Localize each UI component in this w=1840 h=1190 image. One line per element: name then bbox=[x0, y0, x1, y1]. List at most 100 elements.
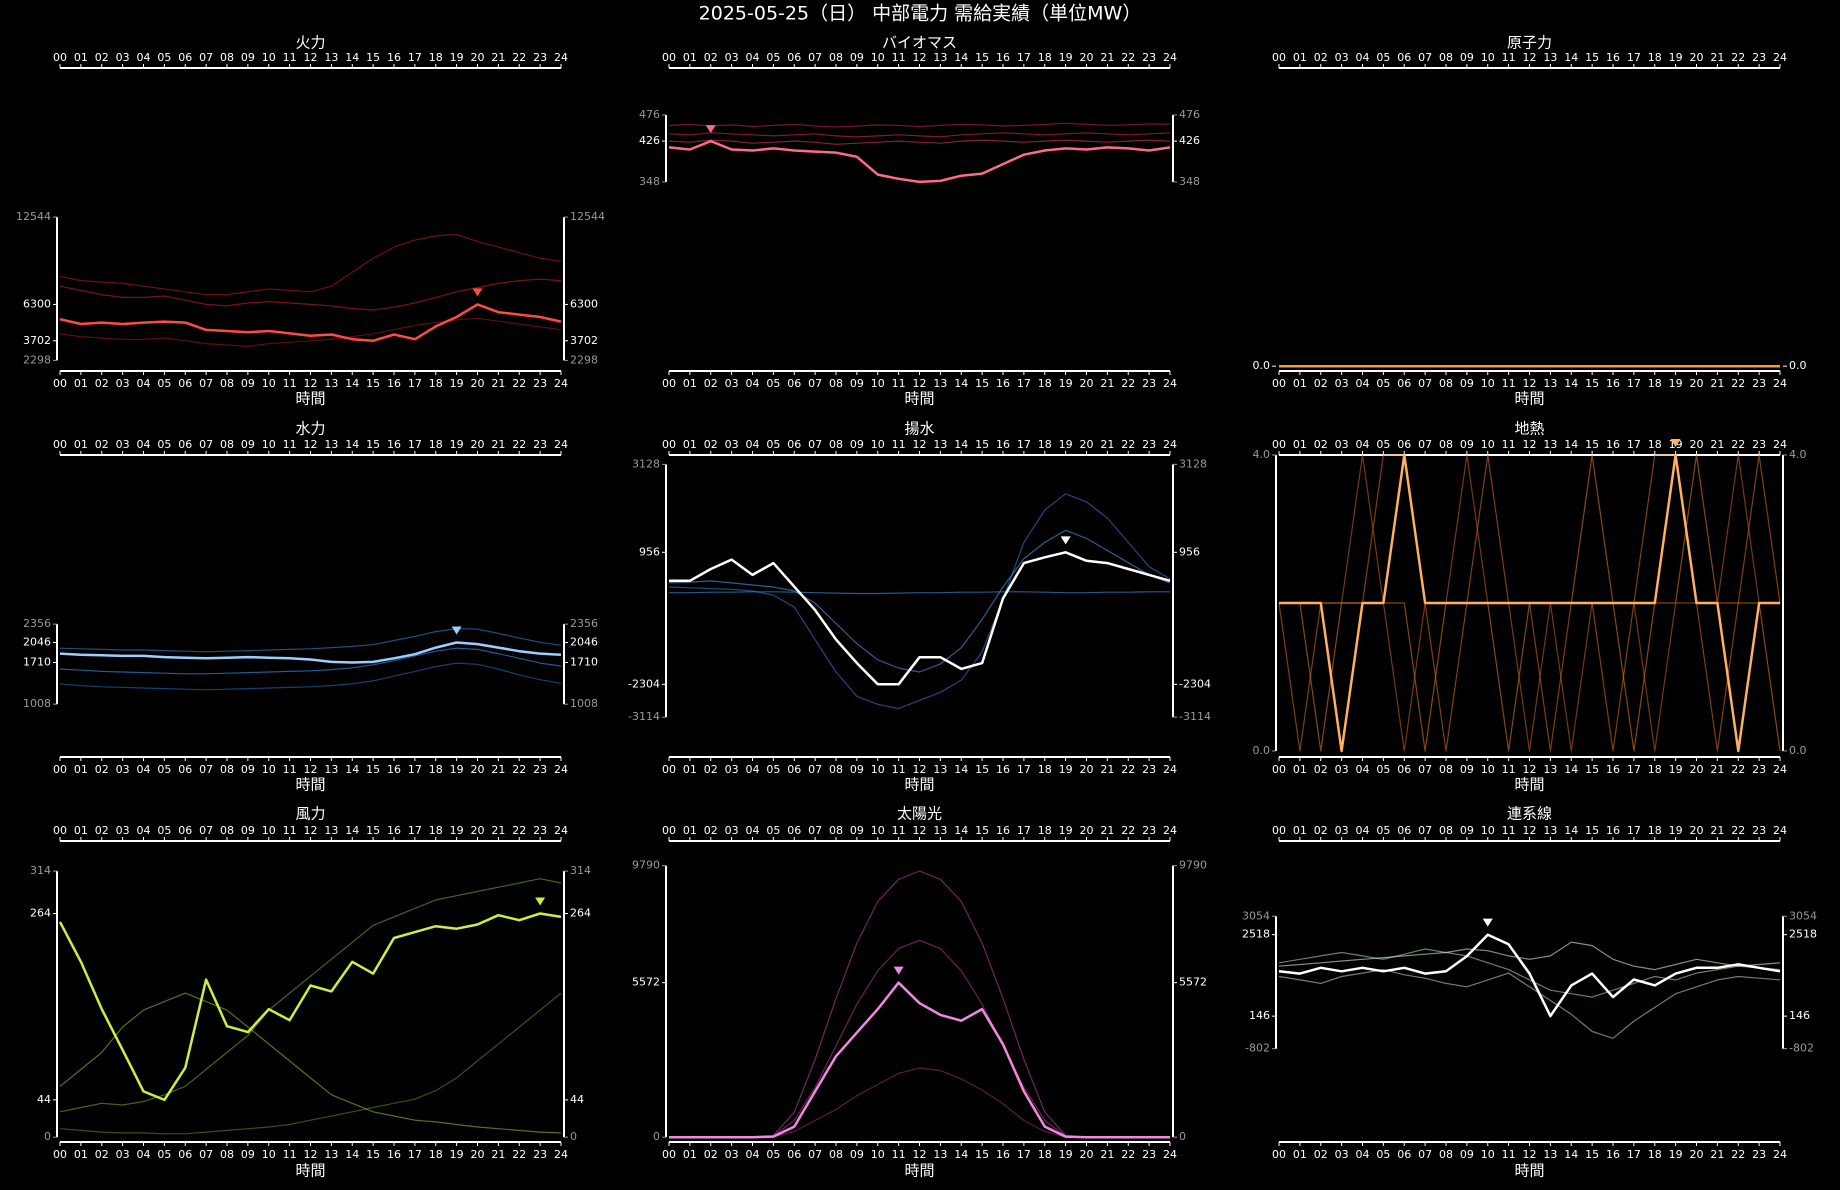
x-tick-label: 08 bbox=[829, 1148, 843, 1161]
x-tick-label: 22 bbox=[1121, 377, 1135, 390]
x-tick-label: 24 bbox=[1163, 51, 1177, 64]
peak-marker bbox=[472, 288, 483, 297]
x-tick-label: 18 bbox=[1648, 377, 1662, 390]
y-tick-label: -3114 bbox=[628, 710, 660, 723]
x-tick-label: 02 bbox=[95, 438, 109, 451]
x-tick-label: 01 bbox=[683, 1148, 697, 1161]
x-tick-label: 11 bbox=[1502, 1148, 1516, 1161]
x-tick-label: 10 bbox=[871, 1148, 885, 1161]
x-tick-label: 15 bbox=[975, 51, 989, 64]
y-tick-label: 0.0 bbox=[1789, 359, 1807, 372]
x-tick-label: 21 bbox=[1710, 438, 1724, 451]
x-tick-label: 10 bbox=[1481, 1148, 1495, 1161]
x-tick-label: 19 bbox=[450, 377, 464, 390]
x-tick-label: 09 bbox=[850, 377, 864, 390]
series-line bbox=[59, 647, 562, 675]
x-tick-label: 00 bbox=[1272, 824, 1286, 837]
x-tick-label: 14 bbox=[954, 763, 968, 776]
x-tick-label: 07 bbox=[1418, 377, 1432, 390]
x-tick-label: 09 bbox=[1460, 763, 1474, 776]
x-tick-label: 00 bbox=[1272, 763, 1286, 776]
x-tick-label: 12 bbox=[913, 438, 927, 451]
x-tick-label: 11 bbox=[283, 438, 297, 451]
x-tick-label: 20 bbox=[1690, 824, 1704, 837]
y-tick-label: 3128 bbox=[632, 457, 660, 470]
x-tick-label: 14 bbox=[954, 1148, 968, 1161]
x-tick-label: 02 bbox=[704, 51, 718, 64]
x-tick-label: 04 bbox=[746, 377, 760, 390]
x-tick-label: 15 bbox=[366, 1148, 380, 1161]
x-tick-label: 09 bbox=[850, 51, 864, 64]
x-tick-label: 13 bbox=[933, 377, 947, 390]
x-tick-label: 05 bbox=[766, 824, 780, 837]
x-tick-label: 15 bbox=[975, 763, 989, 776]
x-tick-label: 16 bbox=[1606, 1148, 1620, 1161]
x-tick-label: 08 bbox=[829, 824, 843, 837]
y-tick-label: 4.0 bbox=[1253, 448, 1271, 461]
x-tick-label: 10 bbox=[1481, 763, 1495, 776]
y-tick-label: 3702 bbox=[570, 334, 598, 347]
y-tick-label: 0.0 bbox=[1253, 359, 1271, 372]
highlight-line bbox=[669, 551, 1171, 686]
x-tick-label: 21 bbox=[1100, 1148, 1114, 1161]
x-tick-label: 24 bbox=[1163, 763, 1177, 776]
x-tick-label: 11 bbox=[283, 1148, 297, 1161]
x-tick-label: 09 bbox=[850, 1148, 864, 1161]
x-tick-label: 05 bbox=[157, 377, 171, 390]
x-tick-label: 11 bbox=[1502, 51, 1516, 64]
x-tick-label: 19 bbox=[1059, 377, 1073, 390]
x-tick-label: 15 bbox=[1585, 1148, 1599, 1161]
x-tick-label: 23 bbox=[1752, 438, 1766, 451]
x-tick-label: 00 bbox=[53, 824, 67, 837]
y-tick-label: 1008 bbox=[23, 697, 51, 710]
x-tick-label: 07 bbox=[199, 438, 213, 451]
x-tick-label: 00 bbox=[53, 1148, 67, 1161]
x-tick-label: 22 bbox=[1731, 438, 1745, 451]
x-tick-label: 19 bbox=[1059, 1148, 1073, 1161]
x-tick-label: 09 bbox=[1460, 51, 1474, 64]
x-tick-label: 10 bbox=[1481, 438, 1495, 451]
x-tick-label: 06 bbox=[1397, 51, 1411, 64]
series-line bbox=[1278, 941, 1781, 971]
x-tick-label: 05 bbox=[766, 763, 780, 776]
x-tick-label: 04 bbox=[1356, 377, 1370, 390]
x-tick-label: 21 bbox=[491, 824, 505, 837]
x-tick-label: 18 bbox=[1038, 824, 1052, 837]
x-tick-label: 04 bbox=[137, 1148, 151, 1161]
x-tick-label: 22 bbox=[1121, 51, 1135, 64]
x-tick-label: 06 bbox=[178, 1148, 192, 1161]
x-tick-label: 03 bbox=[116, 377, 130, 390]
x-tick-label: 08 bbox=[1439, 51, 1453, 64]
x-tick-label: 15 bbox=[1585, 824, 1599, 837]
x-tick-label: 15 bbox=[975, 1148, 989, 1161]
x-tick-label: 07 bbox=[808, 438, 822, 451]
series-line bbox=[59, 662, 562, 691]
x-tick-label: 22 bbox=[512, 438, 526, 451]
x-tick-label: 20 bbox=[1690, 438, 1704, 451]
x-tick-label: 16 bbox=[1606, 438, 1620, 451]
y-tick-label: 3702 bbox=[23, 334, 51, 347]
x-tick-label: 03 bbox=[116, 824, 130, 837]
x-tick-label: 09 bbox=[1460, 824, 1474, 837]
x-tick-label: 16 bbox=[1606, 51, 1620, 64]
x-tick-label: 04 bbox=[1356, 51, 1370, 64]
x-tick-label: 03 bbox=[116, 763, 130, 776]
x-tick-label: 04 bbox=[137, 51, 151, 64]
series-line bbox=[669, 591, 1170, 595]
x-tick-label: 13 bbox=[1543, 377, 1557, 390]
x-tick-label: 14 bbox=[345, 438, 359, 451]
peak-marker bbox=[535, 897, 546, 906]
x-tick-label: 04 bbox=[137, 824, 151, 837]
y-tick-label: 6300 bbox=[23, 297, 51, 310]
x-tick-label: 02 bbox=[1314, 824, 1328, 837]
x-tick-label: 14 bbox=[1564, 1148, 1578, 1161]
x-tick-label: 18 bbox=[1648, 51, 1662, 64]
series-line bbox=[59, 878, 562, 1113]
x-tick-label: 24 bbox=[554, 51, 568, 64]
series-line bbox=[1278, 969, 1781, 1039]
x-tick-label: 04 bbox=[137, 377, 151, 390]
x-tick-label: 11 bbox=[283, 824, 297, 837]
x-tick-label: 15 bbox=[366, 438, 380, 451]
x-tick-label: 08 bbox=[220, 824, 234, 837]
